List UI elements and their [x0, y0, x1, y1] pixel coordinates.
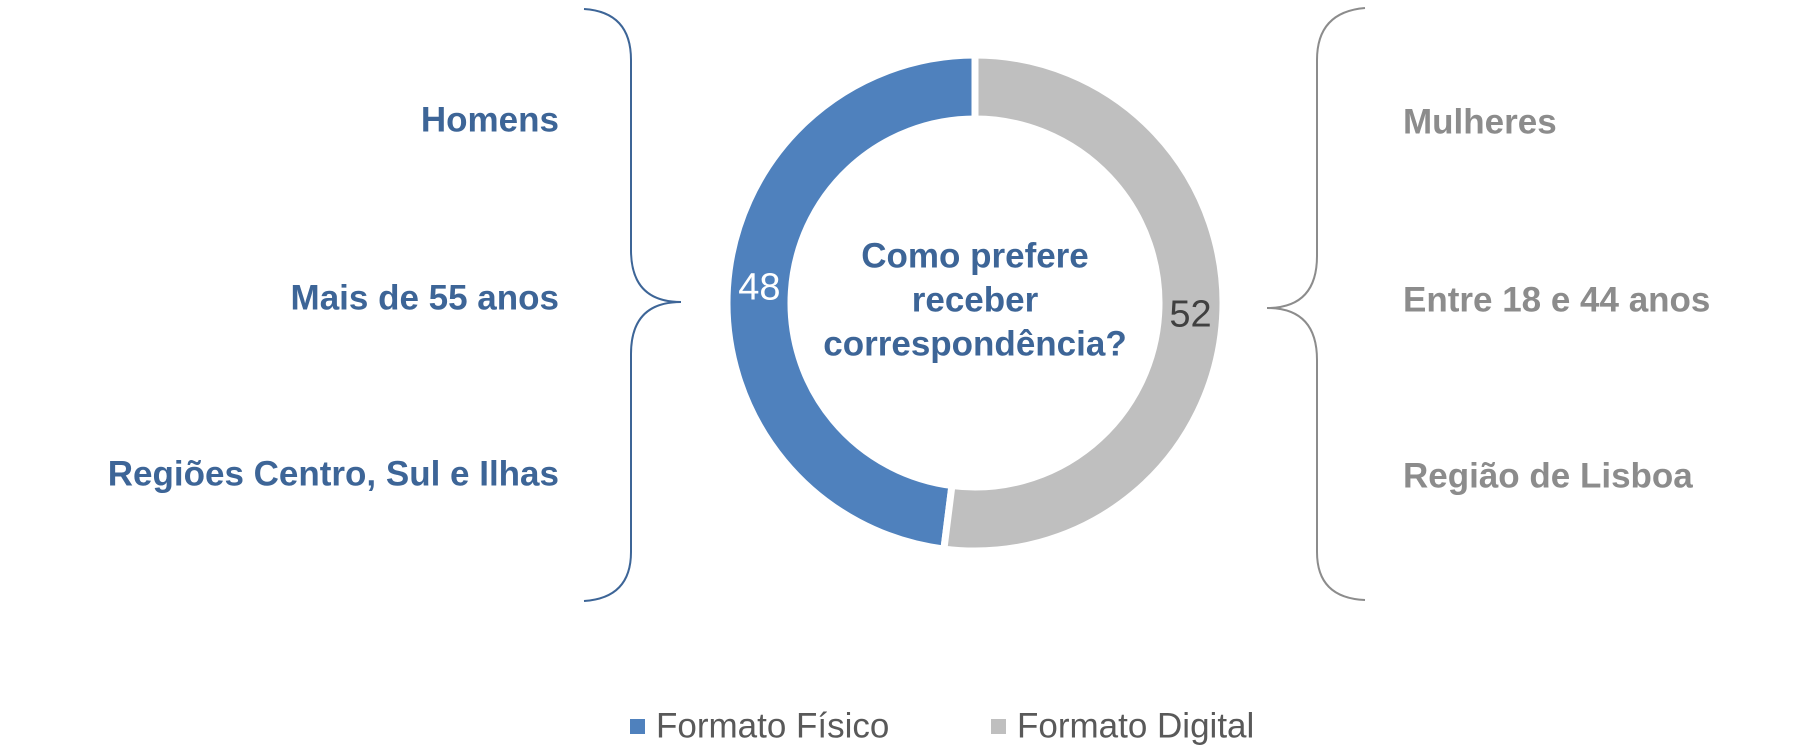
left-label: Mais de 55 anos	[291, 278, 559, 317]
center-text: correspondência?	[823, 324, 1126, 363]
legend-swatch	[630, 719, 645, 734]
legend-label: Formato Digital	[1017, 706, 1254, 745]
legend-swatch	[991, 719, 1006, 734]
data-label: 52	[1169, 294, 1211, 336]
left-label: Regiões Centro, Sul e Ilhas	[108, 454, 559, 493]
center-text: Como prefere	[861, 236, 1089, 275]
data-label: 48	[738, 266, 780, 308]
left-label: Homens	[421, 100, 559, 139]
legend-label: Formato Físico	[656, 706, 889, 745]
right-label: Região de Lisboa	[1403, 456, 1693, 495]
right-label: Mulheres	[1403, 102, 1557, 141]
right-brace	[1266, 7, 1366, 601]
left-brace	[583, 8, 682, 602]
right-label: Entre 18 e 44 anos	[1403, 280, 1710, 319]
center-text: receber	[912, 280, 1039, 319]
donut-slice	[940, 51, 1227, 555]
donut-slice	[723, 51, 979, 553]
